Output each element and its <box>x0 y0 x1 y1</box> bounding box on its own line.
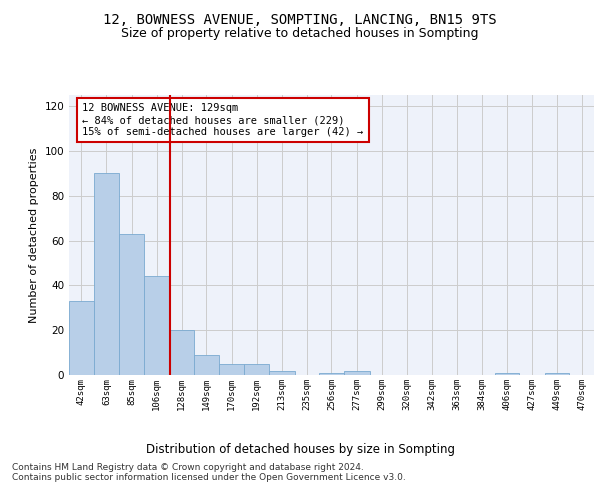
Bar <box>545 373 569 375</box>
Bar <box>94 174 119 375</box>
Text: 12, BOWNESS AVENUE, SOMPTING, LANCING, BN15 9TS: 12, BOWNESS AVENUE, SOMPTING, LANCING, B… <box>103 12 497 26</box>
Text: Size of property relative to detached houses in Sompting: Size of property relative to detached ho… <box>121 28 479 40</box>
Bar <box>69 301 94 375</box>
Bar <box>494 373 519 375</box>
Bar <box>319 373 344 375</box>
Bar <box>194 355 218 375</box>
Y-axis label: Number of detached properties: Number of detached properties <box>29 148 39 322</box>
Bar <box>144 276 170 375</box>
Text: Distribution of detached houses by size in Sompting: Distribution of detached houses by size … <box>146 442 455 456</box>
Bar <box>244 364 269 375</box>
Text: 12 BOWNESS AVENUE: 129sqm
← 84% of detached houses are smaller (229)
15% of semi: 12 BOWNESS AVENUE: 129sqm ← 84% of detac… <box>82 104 364 136</box>
Text: Contains HM Land Registry data © Crown copyright and database right 2024.
Contai: Contains HM Land Registry data © Crown c… <box>12 462 406 482</box>
Bar <box>170 330 194 375</box>
Bar <box>344 370 370 375</box>
Bar <box>218 364 244 375</box>
Bar <box>269 370 295 375</box>
Bar <box>119 234 144 375</box>
